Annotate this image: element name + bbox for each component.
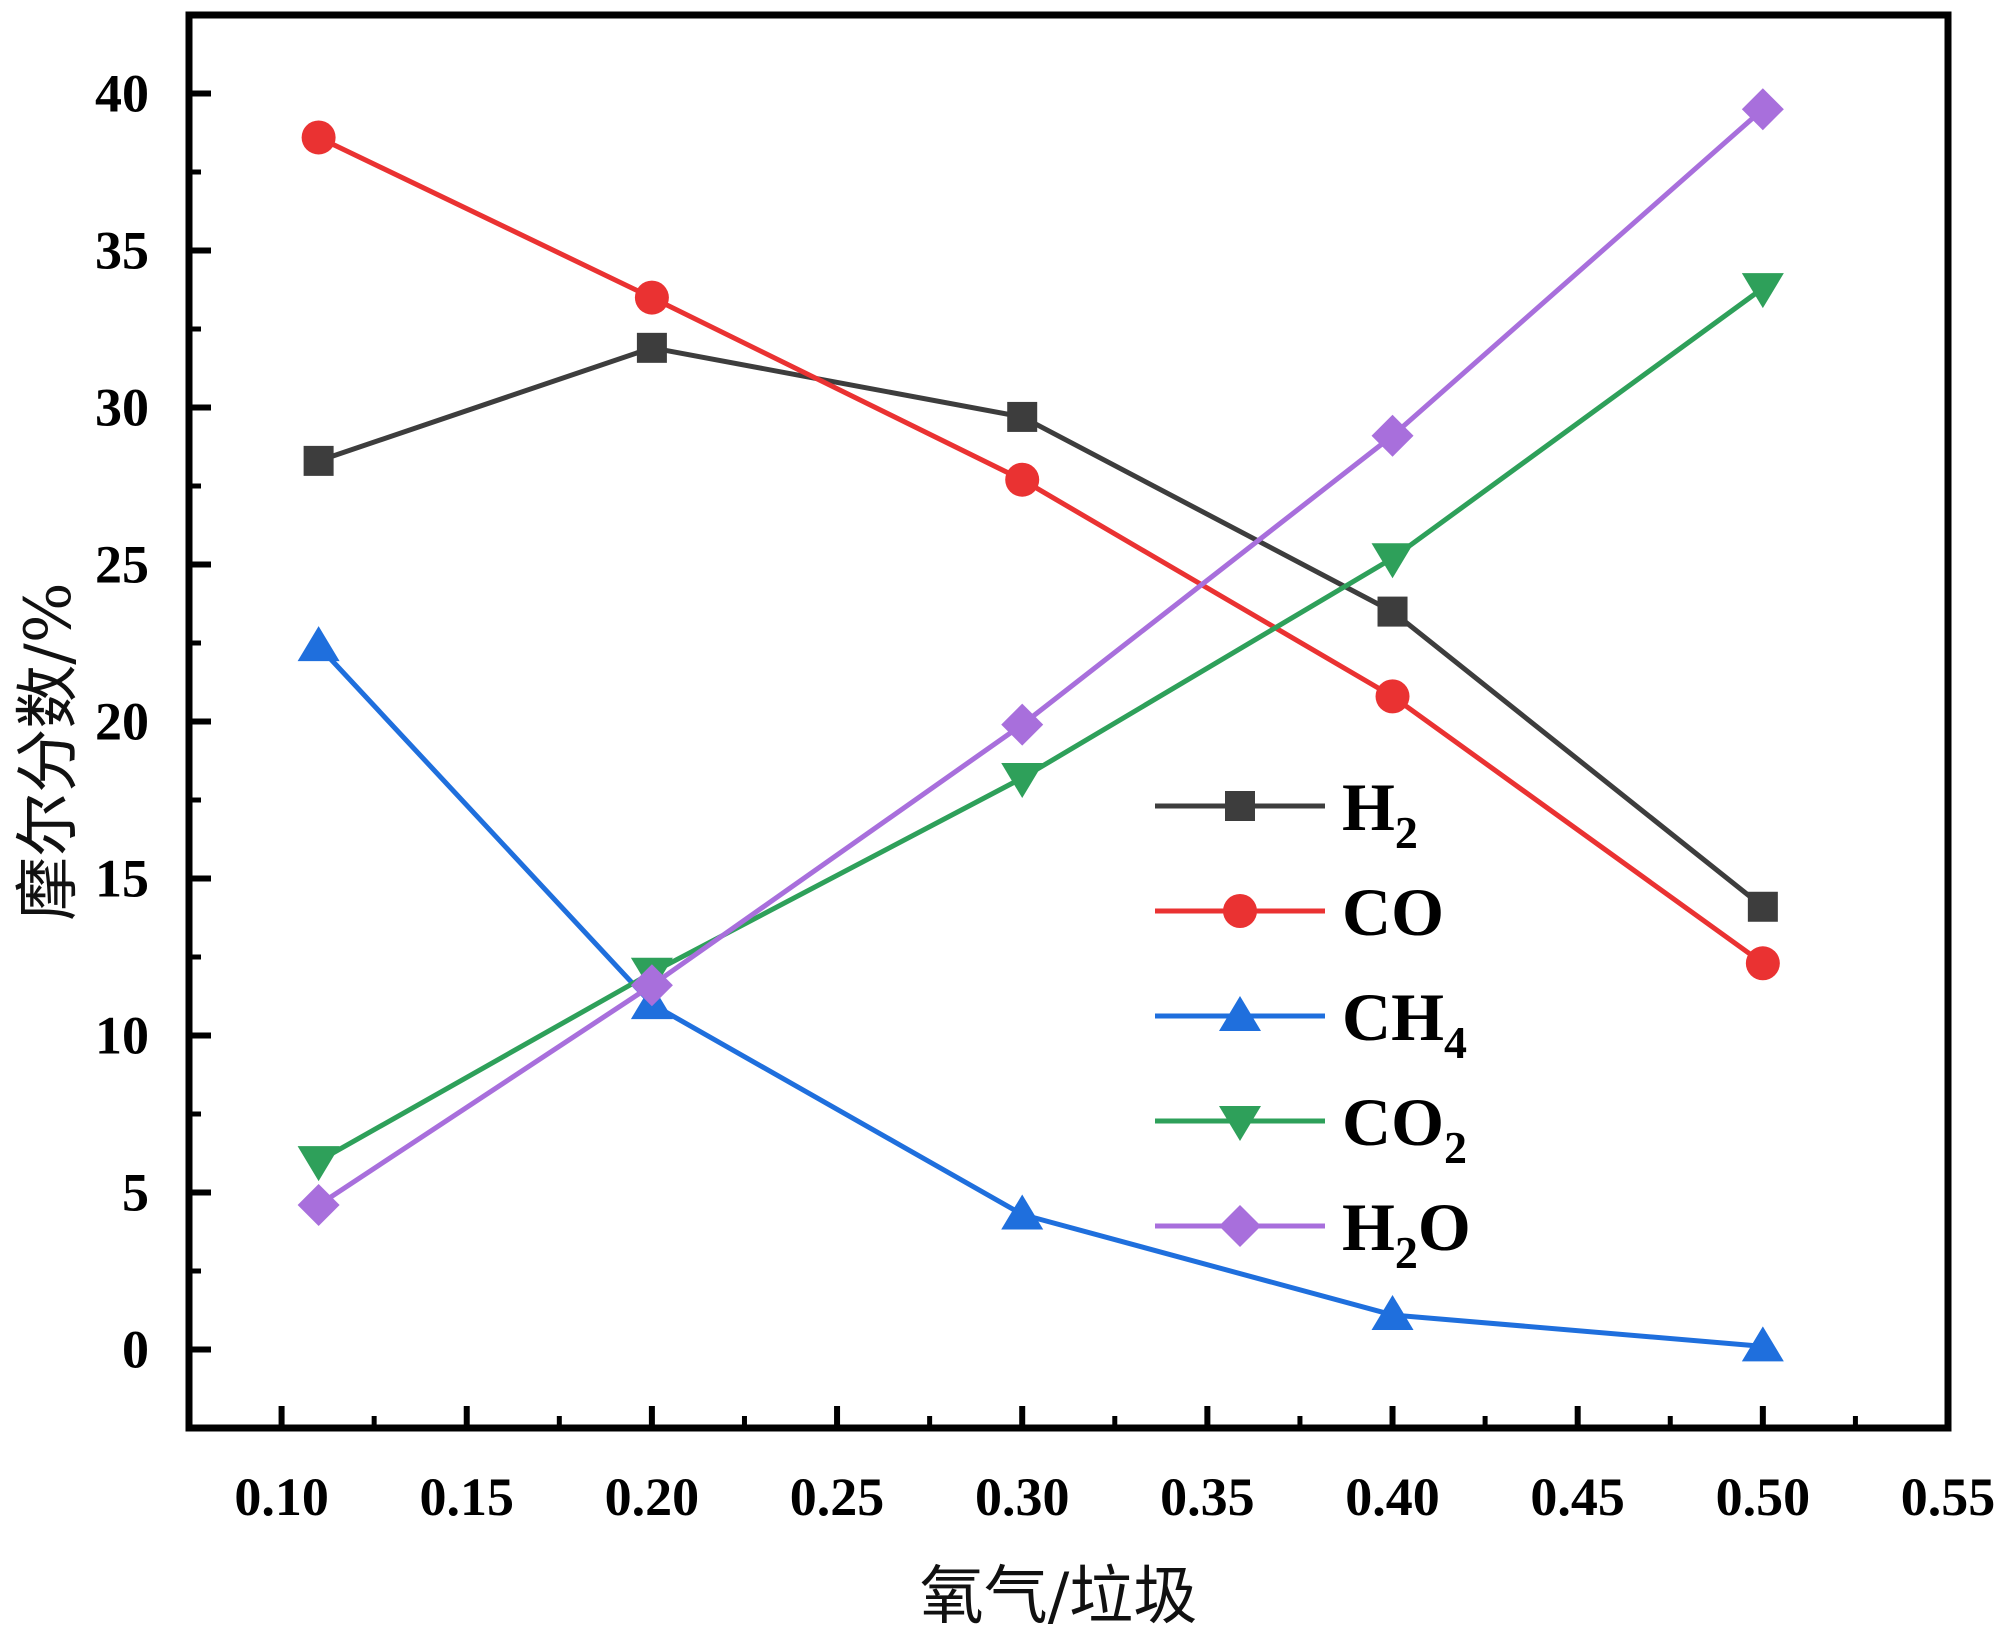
legend-label: CO2 bbox=[1342, 1084, 1467, 1173]
x-tick-label: 0.40 bbox=[1345, 1467, 1440, 1527]
data-point bbox=[1371, 414, 1414, 457]
x-tick-label: 0.20 bbox=[605, 1467, 700, 1527]
y-tick-label: 20 bbox=[95, 692, 149, 752]
data-point bbox=[1001, 703, 1044, 746]
legend-entry: H2O bbox=[1155, 1189, 1471, 1278]
x-axis-title: 氧气/垃圾 bbox=[920, 1560, 1198, 1634]
legend-marker bbox=[1219, 1205, 1261, 1247]
data-point bbox=[634, 280, 669, 315]
legend-marker bbox=[1225, 791, 1255, 821]
data-point bbox=[1741, 88, 1784, 131]
y-tick-label: 10 bbox=[95, 1006, 149, 1066]
legend-marker bbox=[1219, 1106, 1261, 1141]
x-tick-label: 0.55 bbox=[1901, 1467, 1996, 1527]
x-tick-label: 0.15 bbox=[419, 1467, 514, 1527]
y-tick-label: 40 bbox=[95, 64, 149, 124]
legend-entry: H2 bbox=[1155, 769, 1418, 858]
data-point bbox=[1007, 401, 1038, 432]
series-line bbox=[316, 644, 1764, 1349]
data-point bbox=[1001, 1194, 1044, 1230]
legend-label: H2O bbox=[1342, 1189, 1471, 1278]
plot-frame bbox=[185, 11, 1952, 1432]
data-point bbox=[630, 964, 673, 1007]
legend-entry: CH4 bbox=[1155, 979, 1467, 1068]
data-point bbox=[1371, 543, 1414, 579]
data-point bbox=[297, 626, 340, 662]
y-tick-label: 5 bbox=[122, 1163, 149, 1223]
legend-label: CO bbox=[1342, 874, 1444, 950]
legend-label: CH4 bbox=[1342, 979, 1467, 1068]
y-tick-label: 25 bbox=[95, 535, 149, 595]
data-point bbox=[1741, 273, 1784, 309]
legend-label: H2 bbox=[1342, 769, 1418, 858]
data-point bbox=[301, 120, 336, 155]
y-tick-label: 35 bbox=[95, 221, 149, 281]
legend-entry: CO bbox=[1155, 874, 1444, 950]
x-tick-label: 0.45 bbox=[1530, 1467, 1625, 1527]
data-point bbox=[303, 445, 334, 476]
data-point bbox=[297, 1146, 340, 1182]
x-tick-label: 0.30 bbox=[975, 1467, 1070, 1527]
data-point bbox=[1741, 1326, 1784, 1362]
x-tick-label: 0.10 bbox=[234, 1467, 329, 1527]
y-axis-title: 摩尔分数/% bbox=[12, 582, 86, 920]
y-tick-label: 15 bbox=[95, 849, 149, 909]
data-point bbox=[1747, 891, 1778, 922]
legend-marker bbox=[1219, 996, 1261, 1031]
y-tick-label: 0 bbox=[122, 1320, 149, 1380]
series-1 bbox=[301, 120, 1780, 981]
legend-entry: CO2 bbox=[1155, 1084, 1467, 1173]
data-point bbox=[636, 332, 667, 363]
data-point bbox=[1377, 596, 1408, 627]
data-point bbox=[1005, 462, 1040, 497]
data-point bbox=[297, 1184, 340, 1227]
data-point bbox=[1375, 679, 1410, 714]
x-tick-label: 0.50 bbox=[1716, 1467, 1811, 1527]
y-tick-label: 30 bbox=[95, 378, 149, 438]
series-0 bbox=[303, 332, 1778, 922]
x-tick-label: 0.25 bbox=[790, 1467, 885, 1527]
x-tick-label: 0.35 bbox=[1160, 1467, 1255, 1527]
series-4 bbox=[297, 88, 1784, 1227]
data-point bbox=[1371, 1294, 1414, 1330]
series-line bbox=[317, 345, 1765, 909]
data-point bbox=[1745, 946, 1780, 981]
data-point bbox=[1001, 763, 1044, 799]
series-2 bbox=[297, 626, 1784, 1362]
legend-marker bbox=[1223, 894, 1257, 928]
series-3 bbox=[297, 273, 1784, 1182]
series-line bbox=[317, 135, 1765, 966]
